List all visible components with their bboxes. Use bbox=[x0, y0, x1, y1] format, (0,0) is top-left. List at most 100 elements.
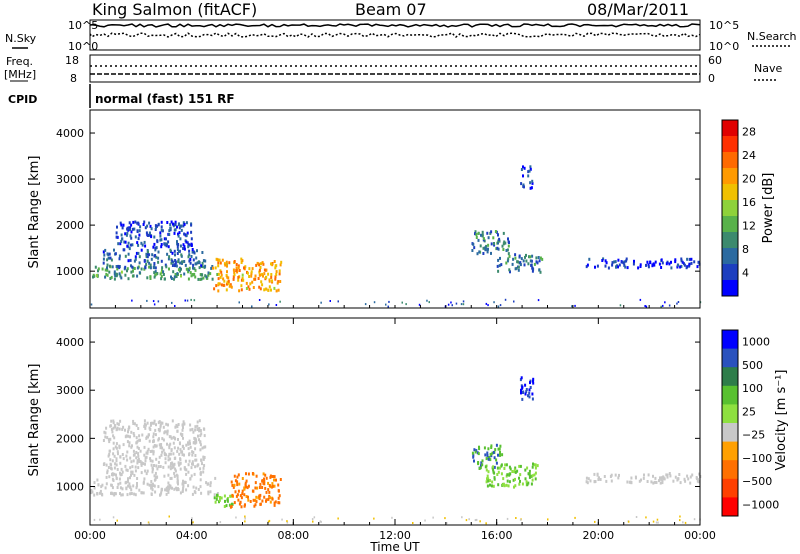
colorbar-swatch bbox=[722, 348, 738, 368]
range-cell bbox=[228, 261, 231, 265]
range-cell bbox=[146, 421, 149, 425]
range-cell bbox=[155, 246, 158, 250]
range-cell bbox=[169, 477, 172, 480]
range-cell bbox=[150, 257, 153, 261]
range-cell bbox=[152, 450, 155, 454]
range-cell bbox=[605, 261, 608, 265]
range-cell bbox=[181, 433, 184, 437]
range-cell bbox=[478, 445, 480, 449]
range-cell bbox=[512, 478, 515, 482]
range-cell bbox=[115, 473, 117, 477]
range-cell bbox=[126, 458, 129, 462]
range-cell bbox=[474, 450, 477, 454]
range-cell bbox=[172, 452, 175, 456]
range-cell bbox=[240, 496, 243, 500]
range-cell bbox=[134, 235, 137, 239]
range-cell bbox=[547, 518, 549, 521]
range-cell bbox=[124, 240, 127, 244]
range-cell bbox=[237, 278, 240, 282]
range-cell bbox=[658, 479, 660, 483]
range-cell bbox=[241, 492, 244, 496]
range-cell bbox=[685, 266, 688, 270]
range-cell bbox=[128, 425, 131, 429]
range-cell bbox=[217, 264, 220, 268]
range-cell bbox=[231, 493, 234, 497]
range-cell bbox=[135, 436, 138, 440]
range-cell bbox=[264, 473, 267, 477]
range-cell bbox=[190, 223, 193, 227]
range-cell bbox=[481, 463, 484, 467]
range-cell bbox=[495, 247, 498, 251]
range-cell bbox=[254, 486, 257, 490]
range-cell bbox=[150, 492, 153, 496]
range-cell bbox=[637, 266, 640, 270]
range-cell bbox=[262, 274, 264, 278]
range-cell bbox=[169, 457, 172, 461]
range-cell bbox=[502, 231, 505, 235]
range-cell bbox=[151, 459, 154, 463]
range-cell bbox=[115, 231, 118, 235]
range-cell bbox=[683, 263, 686, 267]
range-cell bbox=[244, 481, 247, 485]
range-cell bbox=[487, 457, 490, 461]
range-cell bbox=[176, 477, 179, 481]
range-cell bbox=[265, 275, 268, 279]
range-cell bbox=[492, 484, 495, 488]
range-cell bbox=[102, 250, 105, 254]
range-cell bbox=[148, 253, 151, 257]
range-cell bbox=[265, 476, 268, 480]
range-cell bbox=[668, 472, 671, 475]
range-cell bbox=[106, 273, 109, 277]
range-cell bbox=[167, 473, 170, 477]
colorbar-tick-label: −25 bbox=[742, 429, 765, 442]
range-cell bbox=[105, 482, 108, 486]
range-cell bbox=[173, 228, 176, 232]
range-cell bbox=[115, 235, 118, 239]
range-cell bbox=[146, 469, 149, 473]
range-cell bbox=[197, 277, 200, 281]
range-cell bbox=[607, 266, 610, 270]
range-cell bbox=[241, 489, 244, 493]
range-cell bbox=[626, 266, 629, 270]
range-cell bbox=[528, 388, 531, 392]
range-cell bbox=[181, 428, 184, 432]
range-cell bbox=[237, 498, 240, 502]
range-cell bbox=[529, 259, 532, 263]
range-cell bbox=[105, 272, 108, 276]
range-cell bbox=[501, 244, 504, 248]
range-cell bbox=[188, 259, 191, 263]
range-cell bbox=[113, 424, 116, 427]
range-cell bbox=[163, 277, 166, 281]
ytick-label: 1000 bbox=[56, 480, 84, 493]
range-cell bbox=[137, 237, 140, 241]
range-cell bbox=[277, 501, 280, 505]
range-cell bbox=[154, 246, 157, 250]
range-cell bbox=[127, 427, 130, 431]
range-cell bbox=[244, 515, 246, 518]
range-cell bbox=[203, 434, 206, 438]
range-cell bbox=[162, 425, 165, 429]
range-cell bbox=[532, 462, 534, 466]
range-cell bbox=[113, 272, 116, 276]
range-cell bbox=[312, 520, 314, 523]
range-cell bbox=[176, 425, 179, 429]
range-cell bbox=[173, 487, 176, 491]
range-cell bbox=[225, 504, 228, 508]
range-cell bbox=[159, 234, 162, 238]
range-cell bbox=[519, 518, 522, 521]
range-cell bbox=[183, 272, 186, 276]
range-cell bbox=[189, 271, 192, 275]
range-cell bbox=[615, 265, 618, 269]
range-cell bbox=[679, 481, 682, 485]
range-cell bbox=[106, 471, 109, 475]
range-cell bbox=[497, 233, 499, 237]
range-cell bbox=[525, 253, 527, 257]
range-cell bbox=[251, 267, 254, 271]
range-cell bbox=[496, 264, 499, 268]
range-cell bbox=[531, 397, 534, 401]
ytick-label: 4000 bbox=[56, 127, 84, 140]
range-cell bbox=[480, 464, 482, 468]
range-cell bbox=[131, 444, 133, 448]
range-cell bbox=[169, 467, 172, 471]
range-cell bbox=[144, 456, 147, 460]
